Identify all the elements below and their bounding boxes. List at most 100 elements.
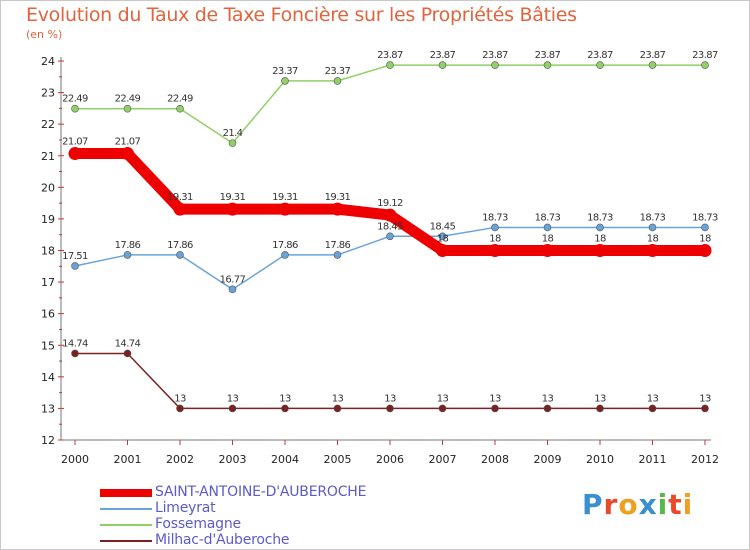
y-tick-label: 13 (41, 402, 55, 415)
data-point-milhac (648, 404, 657, 413)
data-label-saint-antoine: 19.31 (272, 192, 298, 203)
data-point-saint-antoine (646, 244, 659, 257)
data-point-saint-antoine (698, 244, 712, 257)
x-tick-label: 2009 (534, 453, 562, 466)
data-point-milhac (71, 349, 79, 358)
legend-label-limeyrat: Limeyrat (155, 500, 216, 516)
x-tick-label: 2010 (586, 453, 614, 466)
data-label-milhac: 13 (647, 393, 659, 404)
data-label-limeyrat: 18.73 (535, 212, 561, 223)
data-label-limeyrat: 18.45 (430, 221, 456, 232)
logo-letter-7: i (682, 488, 694, 521)
logo-letter-2: r (603, 488, 619, 521)
data-point-limeyrat (491, 223, 499, 232)
data-point-limeyrat (648, 223, 657, 232)
data-label-saint-antoine: 19.12 (377, 198, 403, 209)
data-point-saint-antoine (121, 147, 134, 161)
y-tick-label: 15 (41, 339, 55, 352)
data-label-fossemagne: 22.49 (62, 94, 88, 105)
data-label-milhac: 13 (542, 393, 554, 404)
x-tick-label: 2011 (639, 453, 667, 466)
legend-swatch-saint-antoine (100, 489, 152, 497)
x-tick-label: 2005 (324, 453, 352, 466)
x-tick-label: 2007 (429, 453, 457, 466)
data-point-milhac (281, 404, 289, 413)
data-point-limeyrat (543, 223, 552, 232)
data-point-saint-antoine (226, 202, 239, 216)
data-point-milhac (176, 404, 184, 413)
data-point-milhac (228, 404, 237, 413)
data-label-milhac: 14.74 (62, 338, 88, 349)
data-point-saint-antoine (436, 244, 449, 257)
data-label-milhac: 13 (174, 393, 186, 404)
x-tick-label: 2004 (271, 453, 299, 466)
x-tick-label: 2008 (481, 453, 509, 466)
data-point-fossemagne (596, 61, 604, 69)
data-label-saint-antoine: 19.31 (325, 192, 351, 203)
legend-swatch-milhac (100, 540, 152, 542)
data-label-saint-antoine: 21.07 (115, 137, 141, 148)
x-tick-label: 2002 (166, 453, 194, 466)
y-tick-label: 18 (41, 245, 55, 258)
data-label-fossemagne: 23.87 (692, 50, 718, 61)
legend-swatch-limeyrat (100, 508, 152, 510)
x-tick-label: 2006 (376, 453, 404, 466)
data-point-limeyrat (701, 223, 709, 232)
data-label-limeyrat: 17.51 (62, 251, 88, 262)
x-tick-label: 2003 (219, 453, 247, 466)
data-point-saint-antoine (331, 202, 344, 216)
logo-letter-6: t (668, 488, 683, 521)
data-label-limeyrat: 17.86 (325, 240, 351, 251)
data-point-limeyrat (333, 251, 342, 259)
data-point-fossemagne (333, 77, 342, 85)
data-label-saint-antoine: 18 (699, 234, 711, 245)
data-point-fossemagne (71, 104, 79, 113)
data-point-milhac (543, 404, 552, 413)
data-label-milhac: 13 (279, 393, 291, 404)
data-point-fossemagne (491, 61, 499, 69)
data-label-fossemagne: 23.87 (377, 50, 403, 61)
data-point-limeyrat (176, 251, 184, 259)
logo-letter-4: x (638, 488, 658, 521)
data-point-saint-antoine (173, 202, 187, 216)
data-point-milhac (701, 404, 709, 413)
data-label-fossemagne: 22.49 (167, 94, 193, 105)
y-tick-label: 19 (41, 213, 55, 226)
data-point-milhac (491, 404, 499, 413)
y-tick-label: 21 (41, 150, 55, 163)
data-label-milhac: 14.74 (115, 338, 141, 349)
data-label-fossemagne: 23.87 (482, 50, 508, 61)
data-point-limeyrat (228, 285, 237, 294)
data-point-saint-antoine (278, 202, 292, 216)
y-tick-label: 16 (41, 308, 55, 321)
data-point-milhac (333, 404, 342, 413)
y-axis-unit: (en %) (26, 28, 63, 41)
legend-label-saint-antoine: SAINT-ANTOINE-D'AUBEROCHE (155, 484, 367, 500)
data-label-fossemagne: 23.87 (430, 50, 456, 61)
data-label-milhac: 13 (227, 393, 239, 404)
data-point-fossemagne (228, 139, 237, 147)
legend-label-milhac: Milhac-d'Auberoche (155, 532, 290, 548)
data-label-fossemagne: 23.87 (535, 50, 561, 61)
data-label-saint-antoine: 18 (594, 234, 606, 245)
data-point-saint-antoine (593, 244, 607, 257)
chart-title: Evolution du Taux de Taxe Foncière sur l… (26, 4, 577, 26)
data-label-saint-antoine: 19.31 (220, 192, 246, 203)
data-label-limeyrat: 16.77 (220, 274, 246, 285)
proxiti-logo: Proxiti (582, 488, 693, 521)
data-point-fossemagne (281, 77, 289, 85)
data-point-fossemagne (176, 104, 184, 113)
data-point-limeyrat (71, 262, 79, 270)
y-tick-label: 12 (41, 434, 55, 447)
data-label-limeyrat: 17.86 (115, 240, 141, 251)
data-label-fossemagne: 22.49 (115, 94, 141, 105)
data-point-limeyrat (281, 251, 289, 259)
data-point-saint-antoine (383, 208, 397, 222)
data-point-fossemagne (701, 61, 709, 69)
y-tick-label: 20 (41, 181, 55, 194)
data-label-saint-antoine: 21.07 (62, 137, 88, 148)
data-label-milhac: 13 (594, 393, 606, 404)
data-point-saint-antoine (541, 244, 554, 257)
